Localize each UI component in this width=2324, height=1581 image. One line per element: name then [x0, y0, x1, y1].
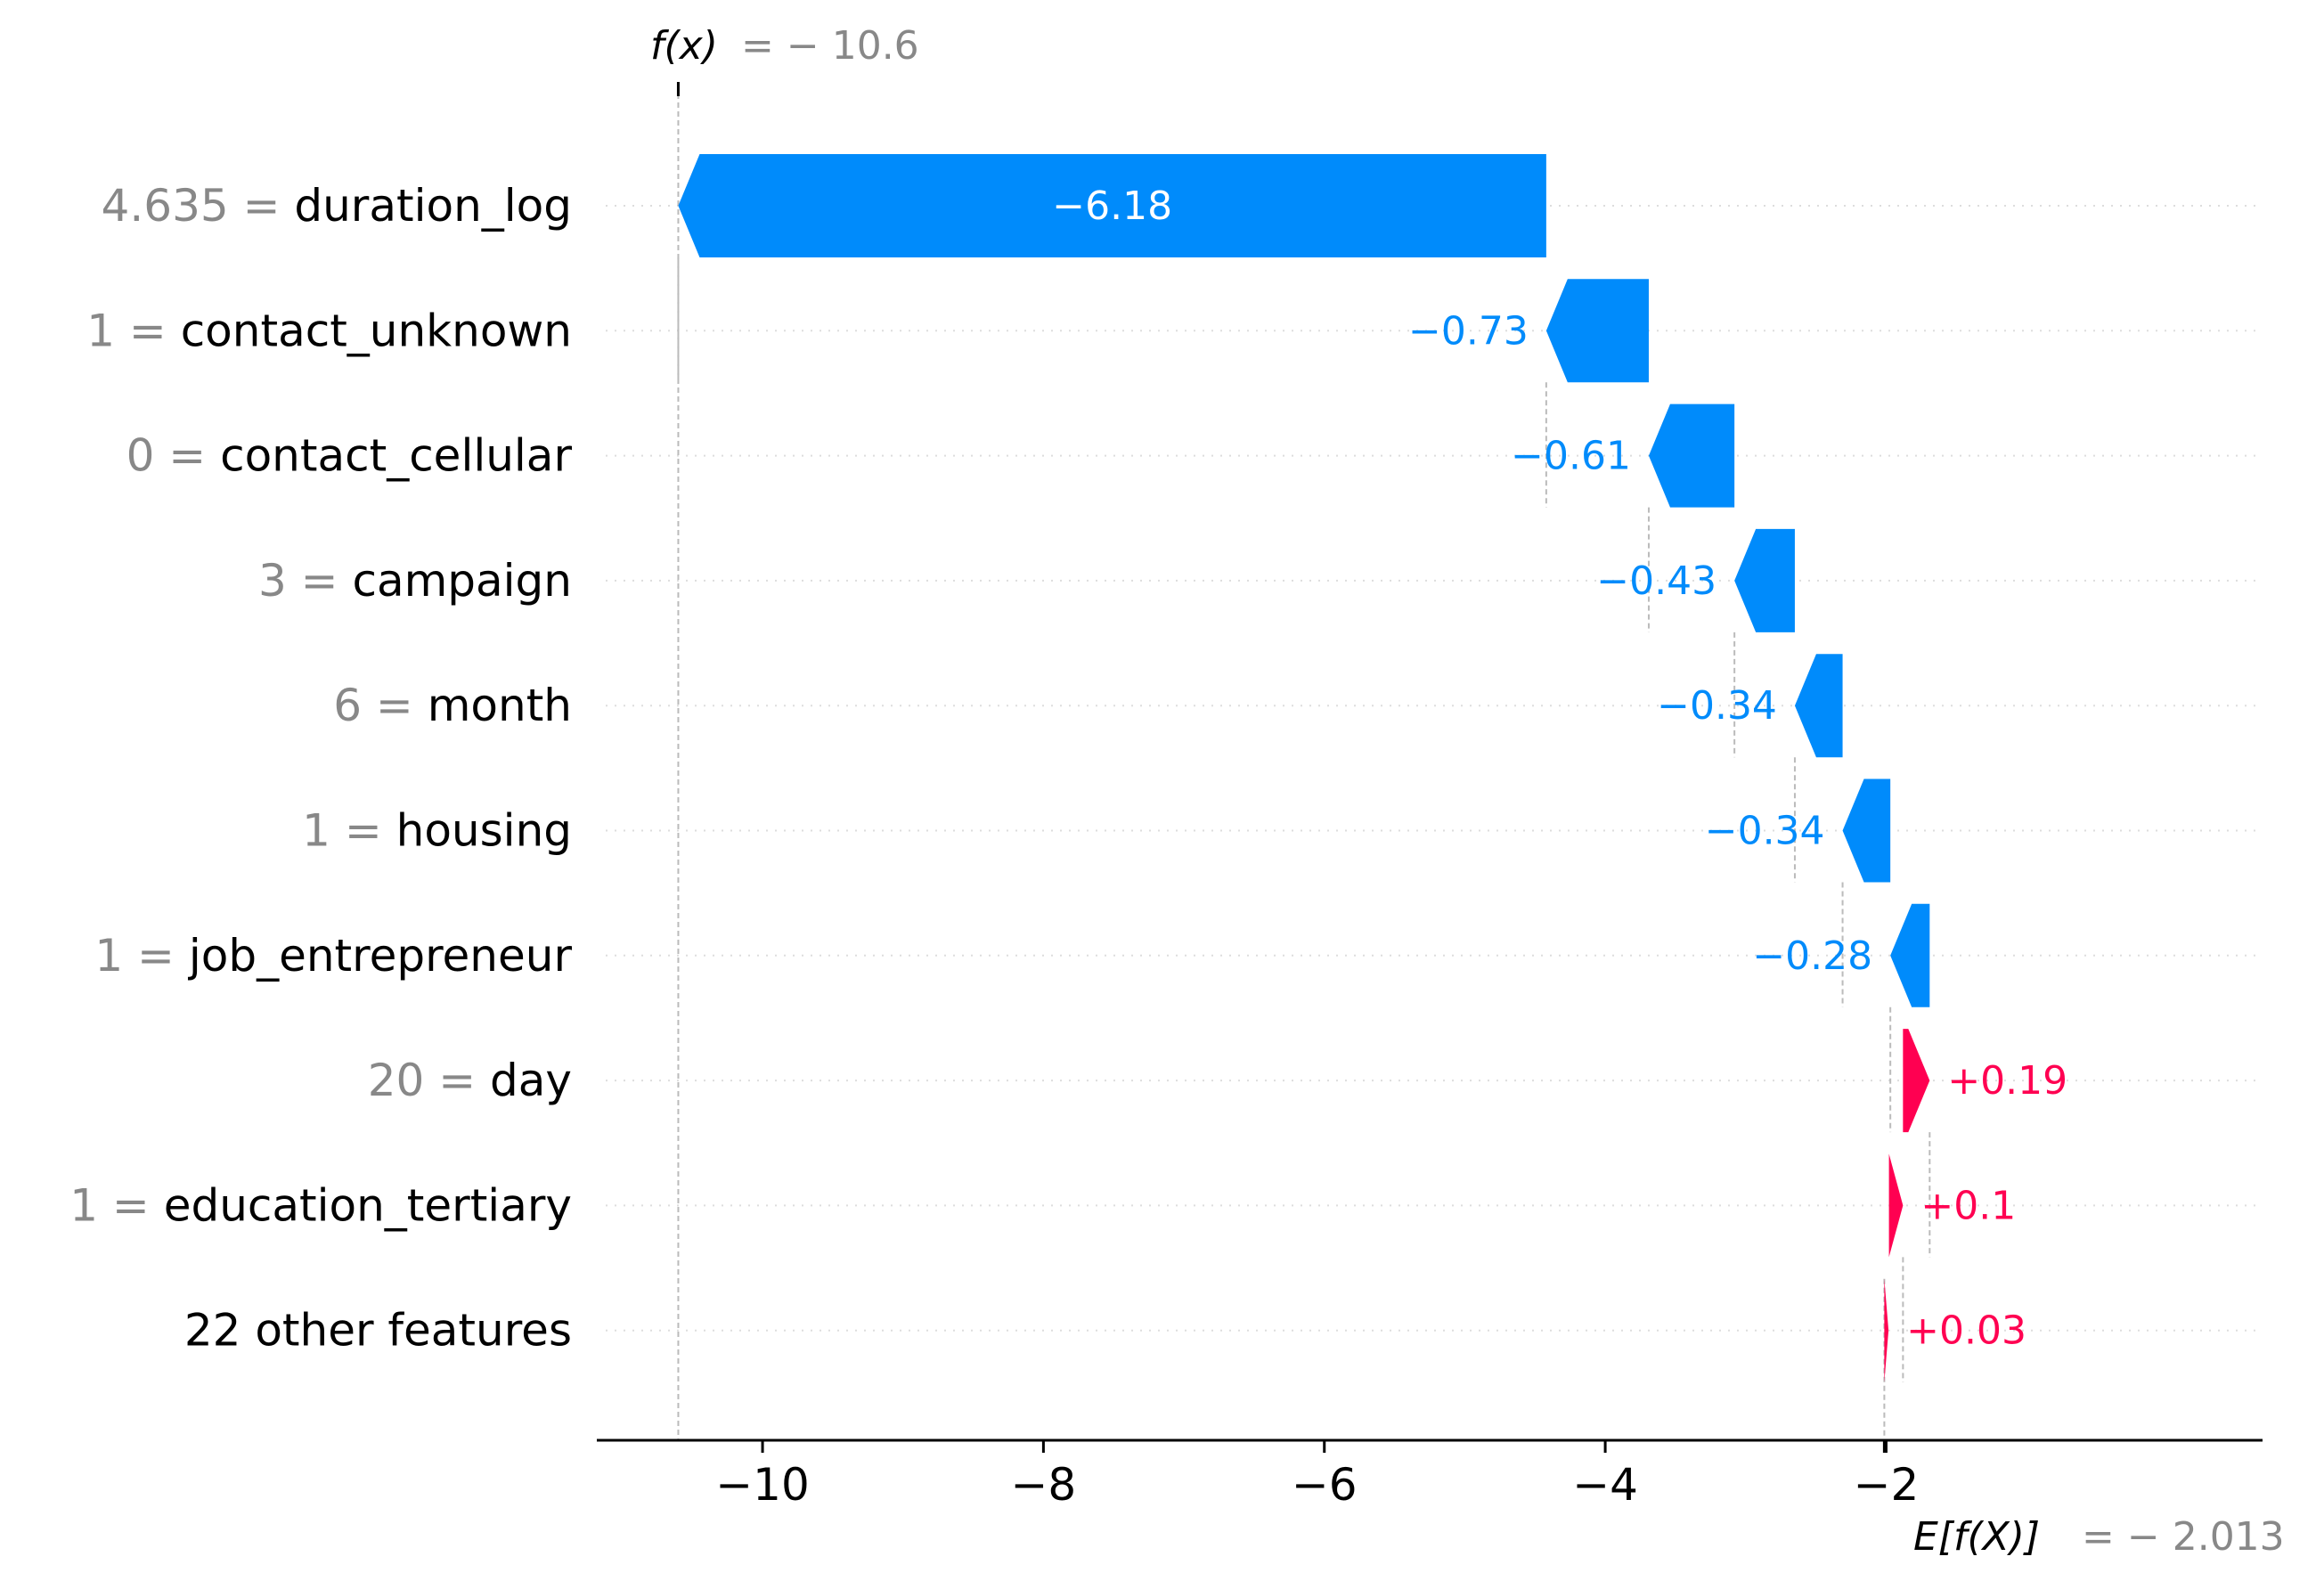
feature-label: 4.635 = duration_log [102, 180, 572, 232]
bar-value-label: +0.03 [1906, 1308, 2026, 1354]
bar-value-label: −0.61 [1511, 434, 1631, 479]
feature-value: 6 = [333, 680, 428, 731]
feature-name: contact_unknown [181, 305, 572, 356]
feature-label: 20 = day [368, 1055, 572, 1106]
feature-value: 3 = [258, 555, 353, 607]
feature-name: job_entrepreneur [188, 930, 573, 982]
feature-name: 22 other features [184, 1305, 572, 1357]
bar-value-label: −0.43 [1596, 558, 1716, 604]
waterfall-bar [678, 154, 1546, 257]
feature-labels: 4.635 = duration_log 1 = contact_unknown 0… [69, 180, 572, 1357]
feature-value: 1 = [302, 805, 396, 857]
feature-label: 1 = contact_unknown [86, 305, 572, 356]
waterfall-bar [1890, 903, 1930, 1007]
feature-value: 20 = [368, 1055, 490, 1106]
bar-value-label: −0.28 [1752, 933, 1872, 979]
annotations: f(x) = − 10.6 E[f(X)] = − 2.013 [650, 23, 2285, 1560]
bar-value-label: −0.34 [1657, 683, 1777, 729]
feature-label: 1 = education_tertiary [69, 1179, 572, 1231]
feature-value: 1 = [86, 305, 181, 356]
bar-value-label: +0.19 [1947, 1058, 2067, 1104]
x-tick-label: −2 [1854, 1459, 1920, 1511]
waterfall-bar [1884, 1278, 1889, 1382]
x-tick-label: −10 [715, 1459, 810, 1511]
waterfall-bar [1842, 778, 1891, 883]
feature-name: education_tertiary [164, 1179, 572, 1231]
bars: −6.18 −0.73 −0.61 −0.43 −0.34 −0.34 −0.28 +0.19… [678, 154, 2067, 1382]
bar-value-label: −6.18 [1052, 183, 1172, 229]
bar-value-label: −0.34 [1705, 809, 1825, 854]
grid-lines [606, 205, 2263, 1332]
waterfall-bar [1648, 403, 1735, 508]
efx-label: E[f(X)] [1913, 1514, 2040, 1560]
waterfall-bar [1734, 528, 1795, 632]
feature-name: month [428, 680, 572, 731]
waterfall-bar [1888, 1153, 1904, 1258]
waterfall-bar [1903, 1029, 1930, 1133]
feature-name: duration_log [294, 180, 572, 232]
x-tick-label: −4 [1572, 1459, 1638, 1511]
x-tick-label: −6 [1292, 1459, 1358, 1511]
feature-value: 1 = [69, 1179, 164, 1231]
feature-value: 1 = [94, 930, 189, 982]
feature-name: day [490, 1055, 572, 1106]
feature-value: 0 = [126, 430, 221, 482]
feature-label: 1 = housing [302, 805, 572, 857]
bar-value-label: +0.1 [1920, 1183, 2016, 1228]
x-axis: −10 −8 −6 −4 −2 [597, 1438, 2263, 1511]
waterfall-bar [1794, 654, 1843, 758]
feature-name: campaign [352, 555, 572, 607]
feature-label: 22 other features [184, 1305, 572, 1357]
efx-value: = − 2.013 [2082, 1514, 2285, 1560]
feature-label: 3 = campaign [258, 555, 572, 607]
x-tick-label: −8 [1011, 1459, 1077, 1511]
bar-value-label: −0.73 [1408, 308, 1529, 354]
guide-lines [676, 82, 1931, 1453]
feature-name: housing [396, 805, 572, 857]
fx-value: = − 10.6 [741, 23, 919, 69]
fx-label: f(x) [650, 23, 718, 69]
feature-name: contact_cellular [220, 430, 572, 482]
feature-label: 6 = month [333, 680, 572, 731]
waterfall-bar [1545, 279, 1649, 383]
feature-value: 4.635 = [102, 180, 295, 232]
feature-label: 0 = contact_cellular [126, 430, 573, 482]
feature-label: 1 = job_entrepreneur [94, 930, 572, 982]
